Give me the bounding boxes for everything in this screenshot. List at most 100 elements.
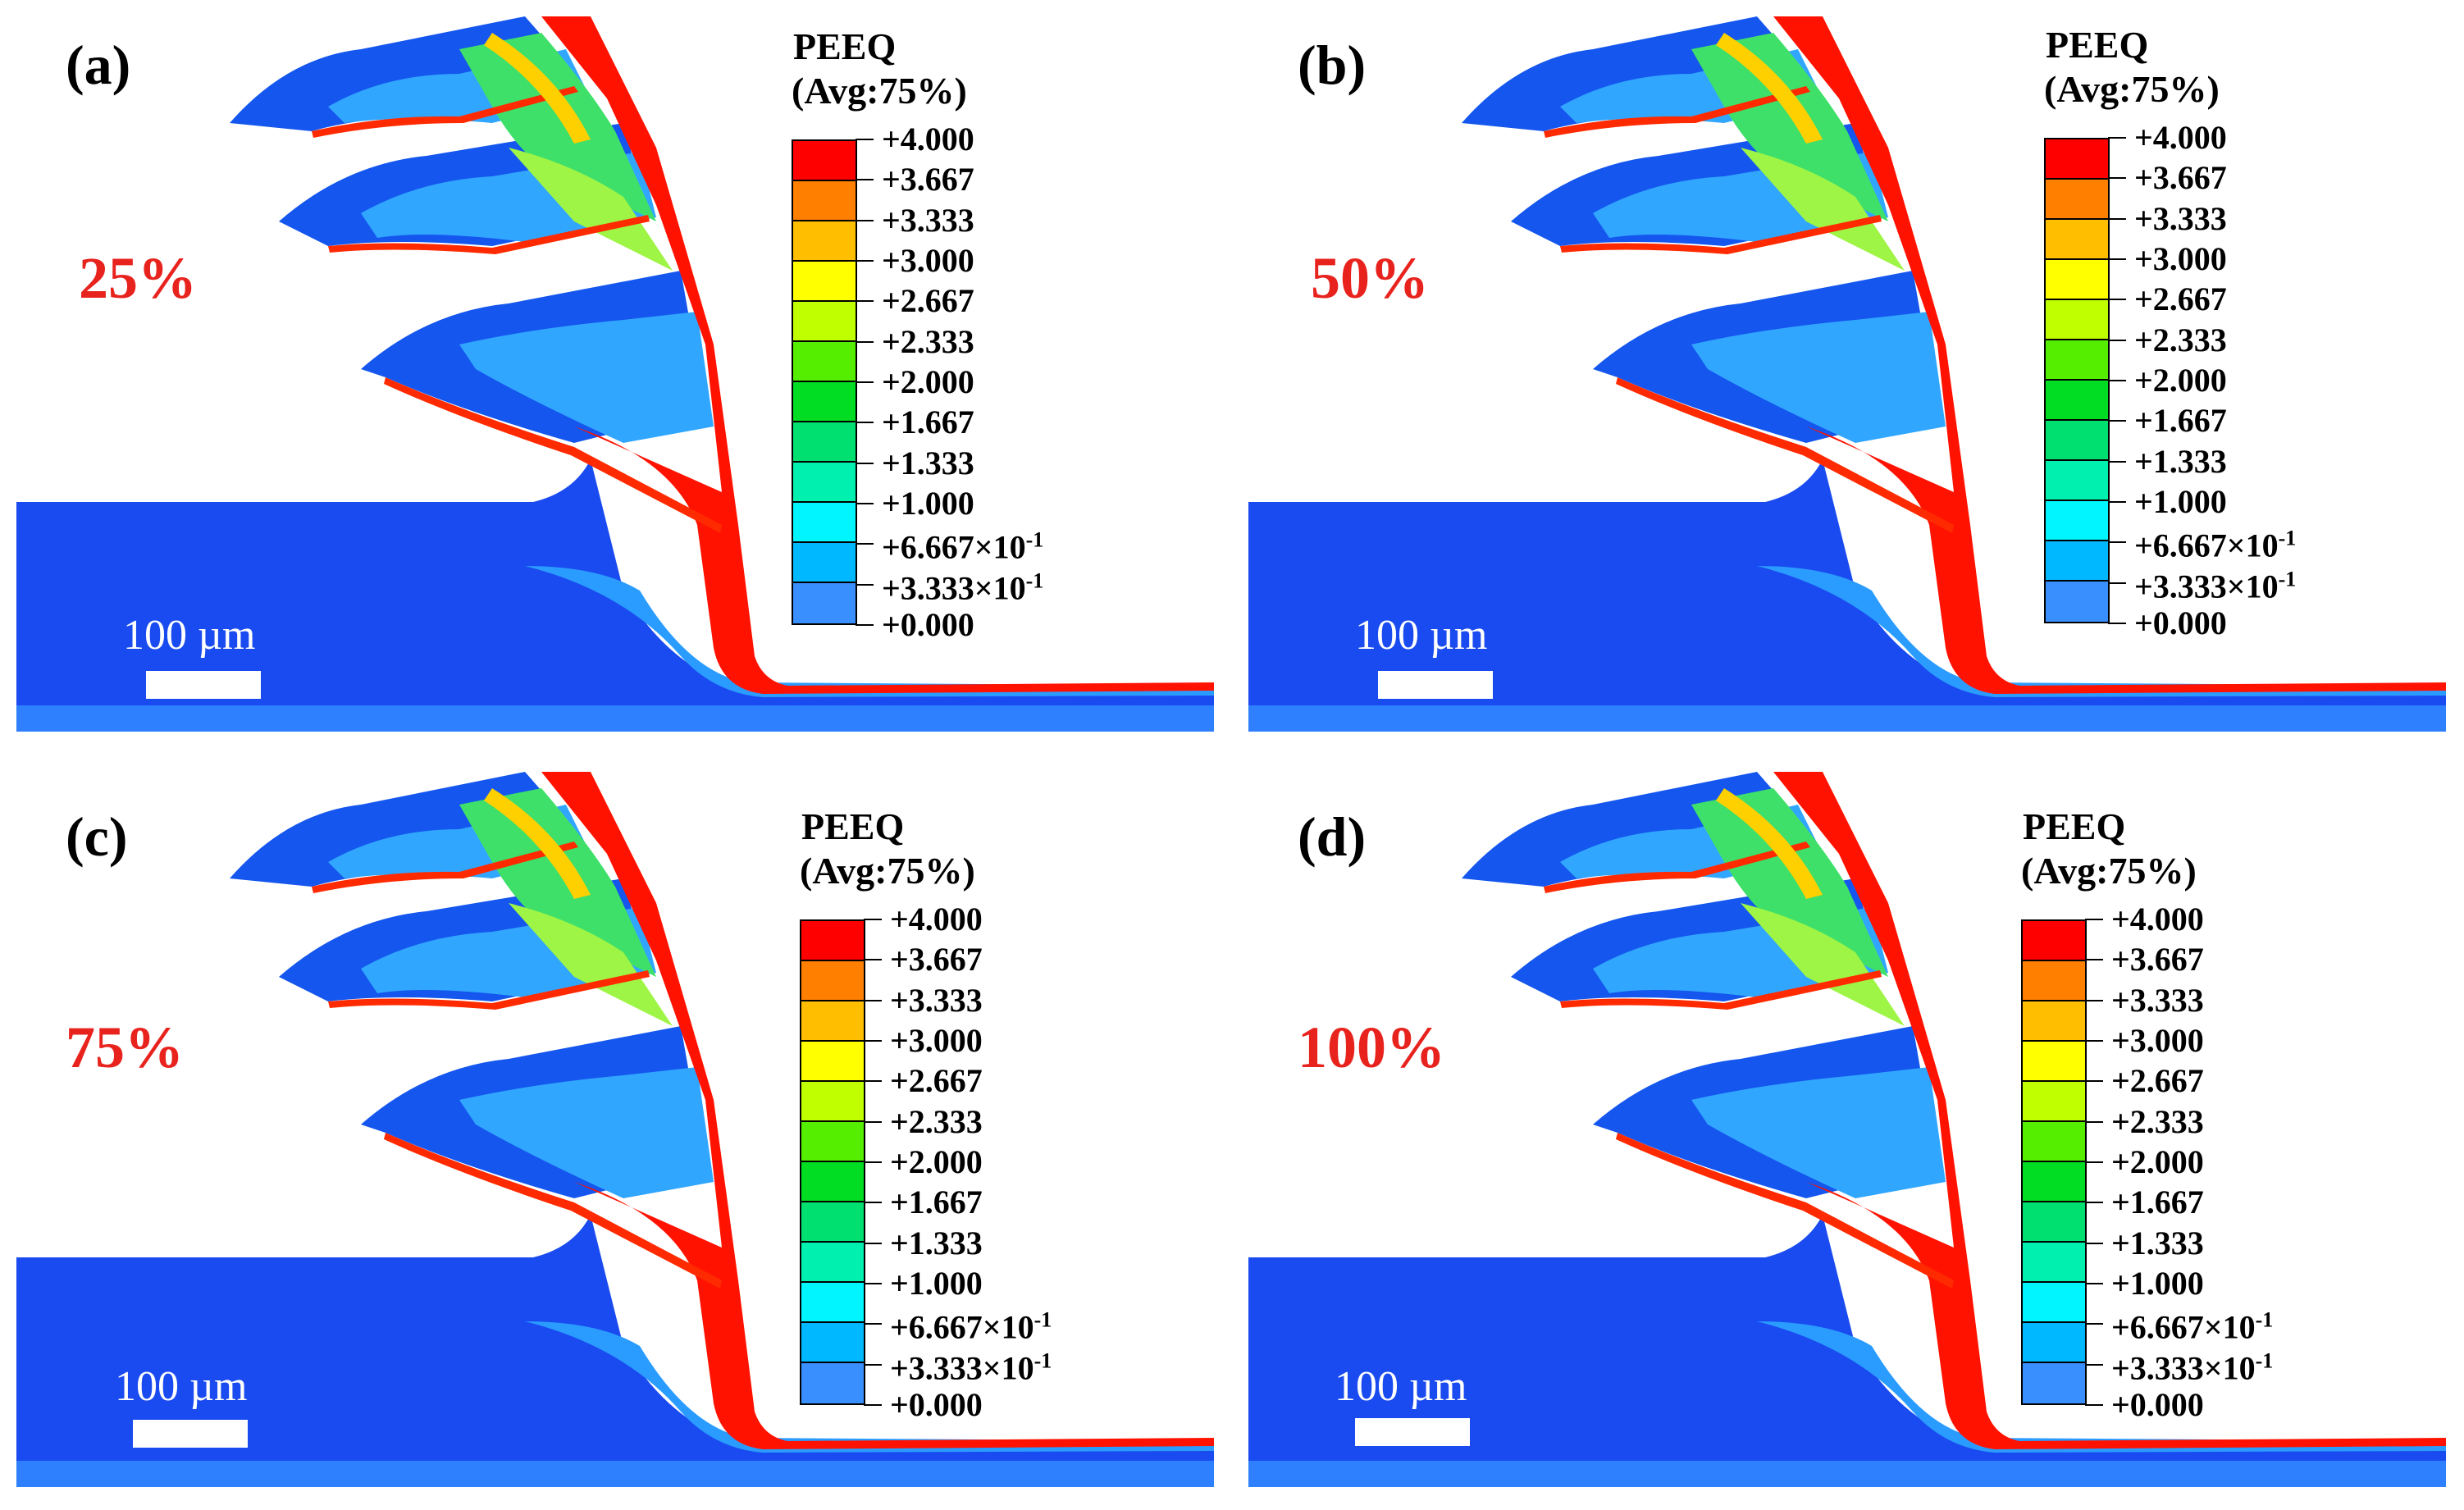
panel-label: (b) (1298, 34, 1367, 96)
percent-label: 100% (1298, 1015, 1445, 1080)
legend-swatch (801, 961, 864, 1001)
legend-tick (2085, 999, 2103, 1001)
legend-level-value: +2.000 (882, 363, 974, 400)
legend-level-value: +3.000 (2111, 1022, 2204, 1059)
legend-level-label: +4.000 (2134, 121, 2227, 154)
legend-color-bar (2044, 138, 2110, 623)
legend-level-value: +1.000 (882, 485, 974, 522)
legend-level-value: +4.000 (882, 121, 974, 157)
legend-level-value: +3.667 (2134, 159, 2227, 197)
legend-swatch (2023, 1363, 2085, 1403)
legend-level-value: +6.667×10 (890, 1308, 1034, 1346)
legend-level-label: +3.667 (882, 163, 974, 196)
scale-bar (1378, 671, 1493, 699)
legend-tick (2085, 1040, 2103, 1042)
legend-level-value: +0.000 (882, 606, 974, 643)
legend-level-value: +1.667 (882, 404, 974, 441)
legend-level-label: +6.667×10-1 (882, 524, 1043, 564)
legend-swatch (2046, 501, 2108, 541)
legend-tick (856, 381, 874, 383)
legend-level-label: +2.333 (882, 325, 974, 358)
legend-level-label: +0.000 (2134, 607, 2227, 640)
legend-swatch (2046, 421, 2108, 461)
legend-swatch (801, 1283, 864, 1323)
legend-tick (2085, 919, 2103, 920)
legend-level-value: +3.333 (890, 981, 983, 1019)
legend-level-value: +1.000 (890, 1265, 983, 1302)
legend-tick (2108, 339, 2126, 341)
legend-ticks (2108, 137, 2126, 624)
legend-level-label: +3.000 (882, 244, 974, 277)
legend-level-value: +3.333×10 (2134, 568, 2279, 605)
legend-labels: +4.000 +3.667 +3.333 +3.000 +2.667 +2.333 +2.0… (882, 123, 1144, 641)
panel-b: (b) 50% 100 µm PEEQ (Avg:75%) +4.000 +3.667… (1232, 0, 2464, 755)
legend-level-value: +3.333×10 (2111, 1349, 2256, 1387)
legend-level-value: +0.000 (2111, 1386, 2204, 1423)
legend-level-value: +3.000 (2134, 240, 2227, 277)
legend-swatch (2023, 1162, 2085, 1202)
panel-label: (c) (66, 805, 128, 868)
scale-bar-label: 100 µm (123, 612, 256, 659)
legend-level-label: +4.000 (890, 903, 983, 936)
legend-level-label: +3.333 (2111, 983, 2204, 1017)
legend-swatch (801, 1363, 864, 1403)
legend-level-label: +1.667 (882, 406, 974, 439)
legend-tick (2085, 1080, 2103, 1083)
legend-swatch (801, 1001, 864, 1042)
panel-a: (a) 25% 100 µm PEEQ (Avg:75%) +4.000 +3.667… (0, 0, 1232, 755)
legend-swatch (2046, 220, 2108, 260)
legend-tick (864, 1363, 882, 1366)
legend-swatch (2023, 1323, 2085, 1363)
legend-ticks (864, 919, 882, 1406)
legend-swatch (2023, 1283, 2085, 1323)
legend-swatch (2046, 340, 2108, 381)
legend-tick (864, 1120, 882, 1123)
legend-level-label: +3.333×10-1 (2111, 1344, 2273, 1385)
legend-tick (856, 340, 874, 343)
legend-title-averaging: (Avg:75%) (2044, 68, 2220, 110)
legend-level-value: +2.667 (2134, 281, 2227, 318)
legend-swatch (801, 1202, 864, 1243)
legend-level-label: +3.333 (2134, 199, 2227, 237)
legend-labels: +4.000 +3.667 +3.333 +3.000 +2.667 +2.333 +2.0… (2111, 903, 2374, 1421)
legend-swatch (801, 1082, 864, 1122)
legend-swatch (2046, 381, 2108, 421)
legend-level-value: +3.333 (2134, 199, 2227, 237)
legend-level-exponent: -1 (2255, 1307, 2274, 1332)
legend-swatch (2023, 1202, 2085, 1243)
legend-tick (2085, 1363, 2103, 1366)
legend-title-variable: PEEQ (801, 805, 905, 847)
legend-level-exponent: -1 (1034, 1307, 1052, 1332)
legend-tick (2085, 1404, 2103, 1406)
legend-swatch (793, 181, 856, 221)
peeq-legend: PEEQ (Avg:75%) +4.000 +3.667 +3.333 +3.000 +2.… (2044, 23, 2389, 663)
legend-level-label: +3.333×10-1 (890, 1344, 1052, 1385)
legend-level-label: +2.000 (890, 1146, 983, 1179)
legend-level-value: +3.000 (882, 242, 974, 279)
legend-swatch (2023, 1001, 2085, 1042)
legend-level-label: +6.667×10-1 (890, 1304, 1052, 1344)
legend-swatch (2023, 1042, 2085, 1082)
legend-level-value: +2.667 (890, 1062, 983, 1100)
legend-swatch (793, 583, 856, 623)
legend-level-exponent: -1 (2255, 1348, 2274, 1372)
legend-level-label: +1.000 (2111, 1267, 2204, 1300)
legend-tick (856, 462, 874, 464)
legend-tick (2108, 217, 2126, 220)
legend-tick (864, 1161, 882, 1163)
legend-title: PEEQ (Avg:75%) (2021, 805, 2197, 893)
legend-level-label: +3.000 (890, 1024, 983, 1057)
legend-level-label: +2.333 (2134, 323, 2227, 357)
legend-swatch (2046, 541, 2108, 582)
legend-tick (856, 219, 874, 221)
legend-tick (2108, 299, 2126, 301)
legend-level-value: +1.333 (2111, 1224, 2204, 1261)
legend-swatch (793, 422, 856, 463)
legend-level-value: +2.000 (2111, 1143, 2204, 1180)
legend-tick (2085, 1120, 2103, 1123)
legend-tick (2085, 1283, 2103, 1284)
legend-tick (864, 1283, 882, 1284)
legend-level-value: +3.667 (2111, 941, 2204, 979)
legend-level-exponent: -1 (1034, 1348, 1052, 1372)
legend-level-label: +2.667 (2111, 1065, 2204, 1097)
